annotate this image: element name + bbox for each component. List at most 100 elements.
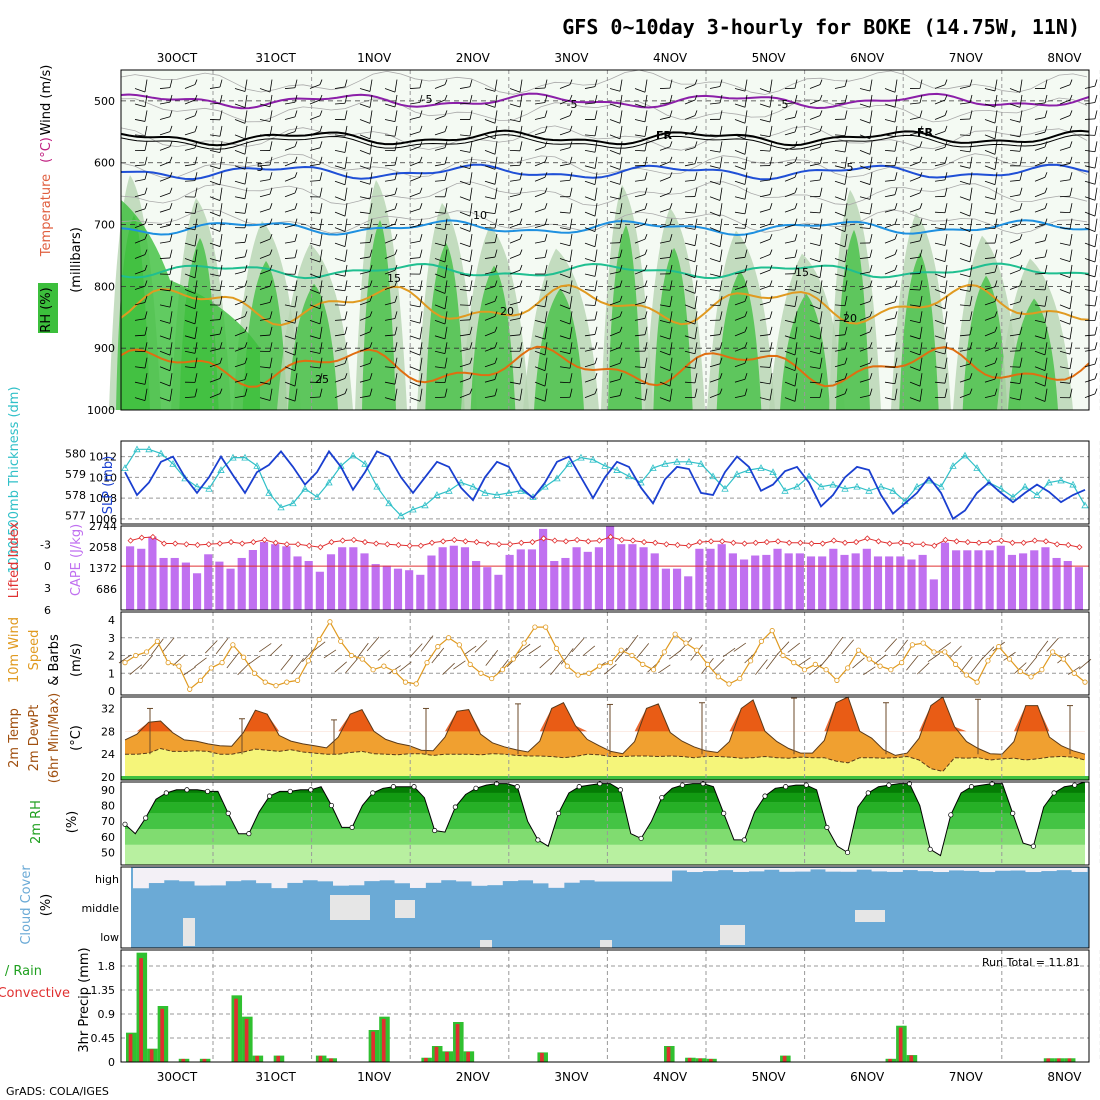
wind-barb (469, 141, 473, 153)
wind-barb (594, 311, 598, 321)
wind-barb (809, 273, 821, 279)
isotherm-line (120, 163, 1090, 181)
wind-barb (309, 115, 321, 120)
rh-region (121, 199, 260, 410)
wind-barb (684, 131, 696, 136)
wind-speed-point (122, 659, 128, 666)
panel-frame (120, 440, 1090, 525)
wind-barb (644, 187, 648, 195)
isotherm-line (120, 92, 1090, 110)
wind-barb (934, 273, 946, 279)
rh-point (143, 815, 149, 821)
thickness-point (757, 464, 765, 471)
wind-barb (984, 378, 996, 383)
lifted-index-point (261, 536, 268, 543)
wind-barb (1009, 103, 1021, 108)
wind-barb (219, 218, 223, 232)
wind-barb (869, 388, 873, 396)
wind-barb (859, 119, 871, 124)
wind-barb (509, 88, 521, 93)
wind-barb (744, 110, 748, 124)
wind-barb (1069, 295, 1073, 309)
wind-barb (584, 273, 596, 277)
wind-barb (519, 326, 523, 335)
lifted-index-point (998, 537, 1005, 544)
precip-conv-bar (276, 1055, 281, 1062)
precip-conv-bar (888, 1058, 892, 1062)
cape-bar (360, 553, 369, 610)
wind-barb (684, 366, 696, 369)
cloud-high-clear (871, 868, 888, 872)
wind-barb (722, 647, 736, 658)
panel-frame (120, 696, 1090, 781)
lifted-index-point (172, 540, 179, 547)
wind-barb (269, 342, 273, 352)
wind-barb (444, 373, 448, 383)
wind-speed-point (305, 658, 311, 664)
thickness-point (481, 489, 489, 496)
wind-barb (344, 295, 348, 306)
lifted-index-point (674, 541, 681, 549)
wind-barb (744, 79, 748, 92)
pressure-tick: 600 (94, 157, 115, 170)
wind-barb (234, 211, 246, 214)
wind-barb (719, 311, 723, 321)
wind-barb (1059, 273, 1071, 278)
wind-barb (469, 295, 473, 306)
rh-point (328, 802, 335, 809)
wind-barb (244, 79, 248, 92)
wind-barb (444, 234, 448, 246)
wind-barb (459, 393, 471, 399)
wind-barb (669, 94, 673, 103)
wind-barb (1094, 187, 1098, 201)
wind-barb (219, 141, 223, 153)
lifted-index-point (1031, 537, 1038, 544)
wind-speed-point (402, 679, 409, 685)
wind-barb (844, 218, 848, 232)
wind-barb (1019, 342, 1023, 351)
wind-barb (734, 211, 746, 215)
wind-barb (559, 84, 571, 89)
wind-barb (894, 373, 898, 384)
wind-barb (1044, 311, 1048, 323)
credit-label: GrADS: COLA/IGES (6, 1085, 109, 1098)
wind-barb (659, 366, 671, 372)
wind-barb (359, 242, 371, 244)
lifted-index-point (786, 539, 793, 546)
wind-barb (519, 357, 523, 368)
wind-barb (1059, 115, 1071, 120)
isotherm-label: 10 (473, 209, 487, 222)
wind-barb (919, 156, 923, 163)
wind-barb (269, 643, 283, 657)
wind-barb (934, 163, 946, 167)
wind-barb (1059, 99, 1071, 105)
wind-barb (334, 180, 346, 186)
wind-barb (259, 119, 271, 122)
wind-barb (609, 395, 621, 399)
cloud-high-clear (810, 868, 826, 870)
wind-barb (669, 172, 673, 178)
wind-barb (1009, 194, 1021, 198)
cloud-gap (183, 918, 195, 946)
wind-barb (409, 131, 421, 136)
wind-barb (1094, 342, 1098, 350)
lifted-index-axis-label: Lifted Index (7, 521, 22, 598)
wind-barb (469, 388, 473, 394)
wind-barb (984, 196, 996, 200)
rh-point (638, 835, 644, 841)
wind-barb (669, 79, 673, 89)
wind-barb (569, 249, 573, 262)
wind-barb (919, 203, 923, 209)
wind-barb (484, 242, 496, 244)
wind-barb (869, 125, 873, 139)
cloud-high-clear (348, 868, 365, 886)
wind-barb (144, 203, 148, 209)
lifted-index-point (964, 539, 971, 546)
wind-barb (759, 194, 771, 198)
wind-barb (969, 326, 973, 335)
wind-barb (609, 196, 621, 200)
wind-barb (709, 86, 721, 89)
precip-tick: 1.35 (91, 984, 116, 997)
lifted-index-point (306, 542, 313, 549)
wind-barb (869, 79, 873, 92)
